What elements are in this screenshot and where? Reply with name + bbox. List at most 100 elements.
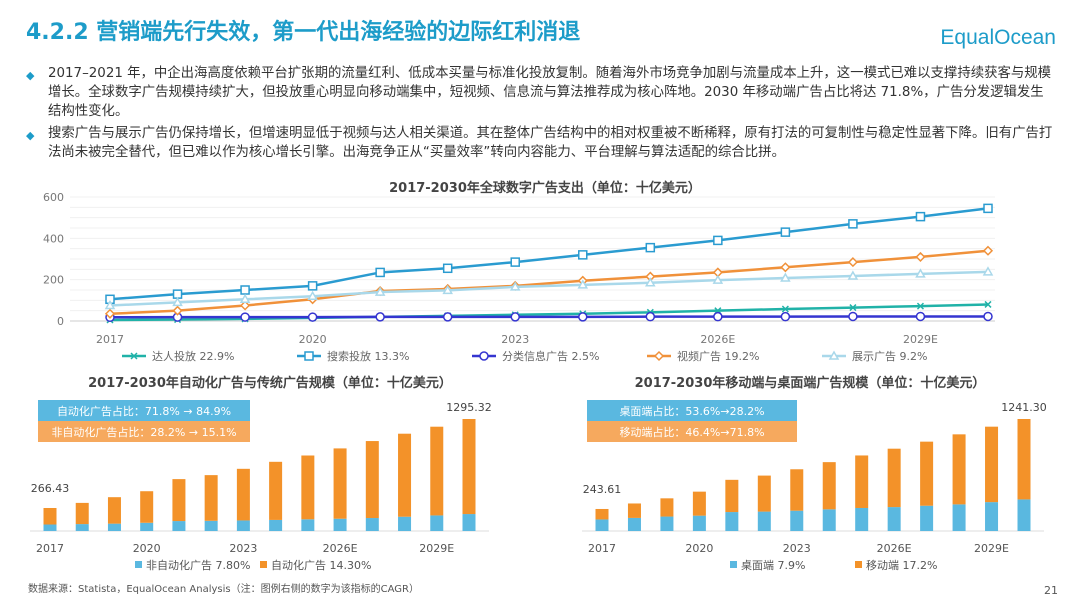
data-point <box>916 302 924 310</box>
data-point <box>712 274 724 284</box>
data-point <box>510 312 520 322</box>
bar-segment <box>692 491 706 516</box>
data-point <box>442 284 453 295</box>
bar-segment <box>75 502 89 525</box>
bar-segment <box>855 455 869 508</box>
ratio-box-label: 非自动化广告占比：28.2% → 15.1% <box>51 425 236 439</box>
x-tick-label: 2029E <box>419 542 454 555</box>
bar-segment <box>430 515 444 531</box>
bar-segment <box>757 475 771 512</box>
bullet-item: ◆ 2017–2021 年，中企出海高度依赖平台扩张期的流量红利、低成本买量与标准… <box>26 64 1056 121</box>
legend-label: 非自动化广告 7.80% <box>146 558 250 572</box>
data-point <box>982 245 994 256</box>
bar-segment <box>985 502 999 531</box>
data-point <box>645 242 656 253</box>
x-tick-label: 2029E <box>903 333 938 346</box>
data-point <box>828 350 840 360</box>
bar-segment <box>1017 419 1031 500</box>
bar-segment <box>822 509 836 531</box>
bar-segment <box>204 520 218 531</box>
data-point <box>510 257 520 267</box>
ratio-box <box>587 400 797 421</box>
digital-ad-spend-line-chart: 2017-2030年全球数字广告支出（单位：十亿美元） 0 200 400 600 201… <box>43 180 995 363</box>
bar-segment <box>952 434 966 505</box>
data-point <box>645 311 656 322</box>
ratio-box <box>38 400 250 421</box>
data-point <box>847 257 858 268</box>
data-point <box>781 305 789 313</box>
data-point <box>847 270 859 280</box>
series-line <box>109 315 988 319</box>
ratio-box-label: 桌面端占比：53.6%→28.2% <box>619 404 764 418</box>
bullet-list: ◆ 2017–2021 年，中企出海高度依赖平台扩张期的流量红利、低成本买量与标准… <box>26 64 1056 165</box>
bar-segment <box>75 524 89 531</box>
bar-segment <box>172 479 186 522</box>
bar-segment <box>757 511 771 531</box>
bar-segment <box>462 419 476 515</box>
data-point <box>239 293 251 304</box>
data-point <box>578 312 588 322</box>
bar-segment <box>790 510 804 531</box>
bar-segment <box>107 497 121 524</box>
x-tick-label: 2023 <box>501 333 529 346</box>
diamond-bullet-icon: ◆ <box>26 129 35 142</box>
x-tick-label: 2020 <box>685 542 713 555</box>
data-point <box>304 351 314 361</box>
data-point <box>780 262 791 273</box>
bar-segment <box>660 516 674 531</box>
legend-label: 展示广告 9.2% <box>852 350 927 363</box>
bar-segment <box>43 524 57 531</box>
data-point <box>848 219 858 229</box>
bar-segment <box>725 479 739 513</box>
legend-label: 视频广告 19.2% <box>677 349 759 363</box>
data-point <box>307 312 318 322</box>
legend-label: 移动端 17.2% <box>866 559 937 572</box>
ratio-box-label: 自动化广告占比：71.8% → 84.9% <box>57 404 231 418</box>
data-point <box>645 277 656 287</box>
bar-segment <box>725 512 739 531</box>
legend-label: 达人投放 22.9% <box>152 349 234 363</box>
data-point <box>983 203 993 214</box>
data-point <box>104 299 116 310</box>
bar-segment <box>365 441 379 519</box>
data-point <box>375 267 385 278</box>
first-value-label: 266.43 <box>31 482 70 495</box>
bar-segment <box>985 426 999 503</box>
bar-segment <box>920 505 934 531</box>
ratio-box <box>587 421 797 442</box>
data-point <box>578 250 588 260</box>
x-tick-label: 2017 <box>96 333 124 346</box>
legend-swatch <box>730 561 737 568</box>
data-point <box>577 279 589 289</box>
data-point <box>780 311 791 322</box>
bullet-item: ◆ 搜索广告与展示广告仍保持增长，但增速明显低于视频与达人相关渠道。其在整体广告结… <box>26 124 1056 162</box>
bar-segment <box>236 468 250 521</box>
mobile-desktop-bar-chart: 2017-2030年移动端与桌面端广告规模（单位：十亿美元） 243.61 1241… <box>582 375 1047 572</box>
x-tick-label: 2023 <box>229 542 257 555</box>
bar-segment <box>595 519 609 531</box>
y-tick-label: 400 <box>43 232 64 245</box>
data-point <box>983 311 993 322</box>
data-point <box>307 281 318 291</box>
data-point <box>104 308 116 319</box>
x-tick-label: 2023 <box>783 542 811 555</box>
series-line <box>109 207 989 301</box>
bar-segment <box>595 508 609 520</box>
x-tick-label: 2029E <box>974 542 1009 555</box>
bar-segment <box>269 519 283 531</box>
bar-segment <box>660 498 674 517</box>
equalocean-logo: EqualOcean <box>940 26 1056 49</box>
page-title: 4.2.2 营销端先行失效，第一代出海经验的边际红利消退 <box>26 20 581 45</box>
bar-segment <box>333 448 347 519</box>
data-point <box>240 312 250 322</box>
bar-segment <box>790 469 804 511</box>
bar-segment <box>462 514 476 531</box>
data-point <box>915 311 926 322</box>
legend-label: 搜索投放 13.3% <box>327 349 409 363</box>
bar-segment <box>855 507 869 531</box>
bar-segment <box>333 518 347 531</box>
data-point <box>130 352 138 360</box>
bar-segment <box>140 522 154 531</box>
bar-segment <box>301 455 315 520</box>
last-value-label: 1241.30 <box>1001 401 1047 414</box>
